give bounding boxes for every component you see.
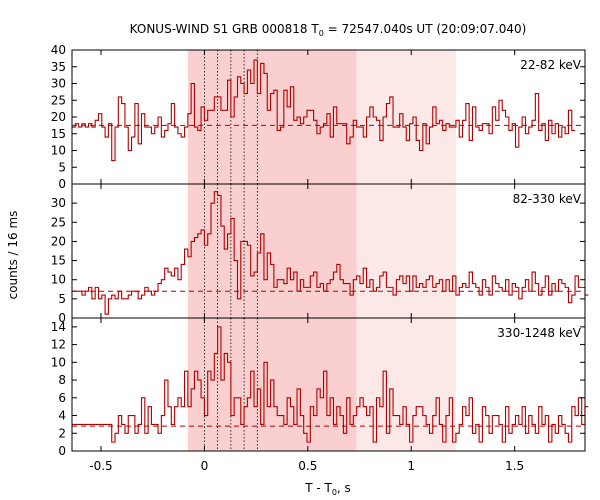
y-tick-label: 15 (51, 127, 66, 141)
y-tick-label: 6 (58, 391, 66, 405)
energy-band-label: 22-82 keV (520, 58, 582, 72)
y-axis-label: counts / 16 ms (6, 211, 20, 300)
y-tick-label: 15 (51, 254, 66, 268)
y-tick-label: 0 (58, 311, 66, 325)
y-tick-label: 2 (58, 426, 66, 440)
panel-frame (71, 317, 586, 452)
light-curve-series (72, 59, 576, 162)
shaded-interval (187, 318, 357, 451)
y-tick-label: 10 (51, 144, 66, 158)
shaded-interval (187, 184, 357, 318)
y-tick-label: 40 (51, 43, 66, 57)
y-tick-label: 0 (58, 444, 66, 458)
panel-2: 0 2 4 6 8 10 12 14 330-1248 keV (51, 317, 589, 458)
y-tick-label: 4 (58, 409, 66, 423)
y-tick-label: 30 (51, 77, 66, 91)
shaded-interval (356, 50, 456, 184)
x-tick-label: -0.5 (89, 459, 112, 473)
y-tick-label: 30 (51, 196, 66, 210)
shaded-interval (356, 184, 456, 318)
x-axis-label: T - T0, s (304, 481, 351, 497)
y-tick-label: 10 (51, 355, 66, 369)
y-tick-label: 25 (51, 93, 66, 107)
y-tick-label: 14 (51, 320, 66, 334)
shaded-interval (187, 50, 357, 184)
y-tick-label: 12 (51, 338, 66, 352)
x-tick-label: 1.5 (505, 459, 524, 473)
y-tick-label: 20 (51, 110, 66, 124)
chart-title: KONUS-WIND S1 GRB 000818 T0 = 72547.040s… (130, 22, 527, 38)
y-tick-label: 5 (58, 160, 66, 174)
panel-1: 0 5 10 15 20 25 30 82-330 keV (51, 183, 589, 325)
x-tick-label: 0 (201, 459, 209, 473)
y-tick-label: 10 (51, 273, 66, 287)
y-tick-label: 8 (58, 373, 66, 387)
y-tick-label: 0 (58, 177, 66, 191)
x-tick-label: 1 (407, 459, 415, 473)
shaded-interval (356, 318, 456, 451)
energy-band-label: 330-1248 keV (497, 326, 581, 340)
light-curve-series (72, 191, 589, 315)
energy-band-label: 82-330 keV (513, 192, 582, 206)
y-tick-label: 25 (51, 215, 66, 229)
y-tick-label: 35 (51, 60, 66, 74)
light-curve-series (72, 326, 589, 443)
x-tick-label: 0.5 (298, 459, 317, 473)
panel-0: 0 5 10 15 20 25 30 35 40 22-82 keV (51, 43, 586, 191)
y-tick-label: 5 (58, 292, 66, 306)
y-tick-label: 20 (51, 234, 66, 248)
